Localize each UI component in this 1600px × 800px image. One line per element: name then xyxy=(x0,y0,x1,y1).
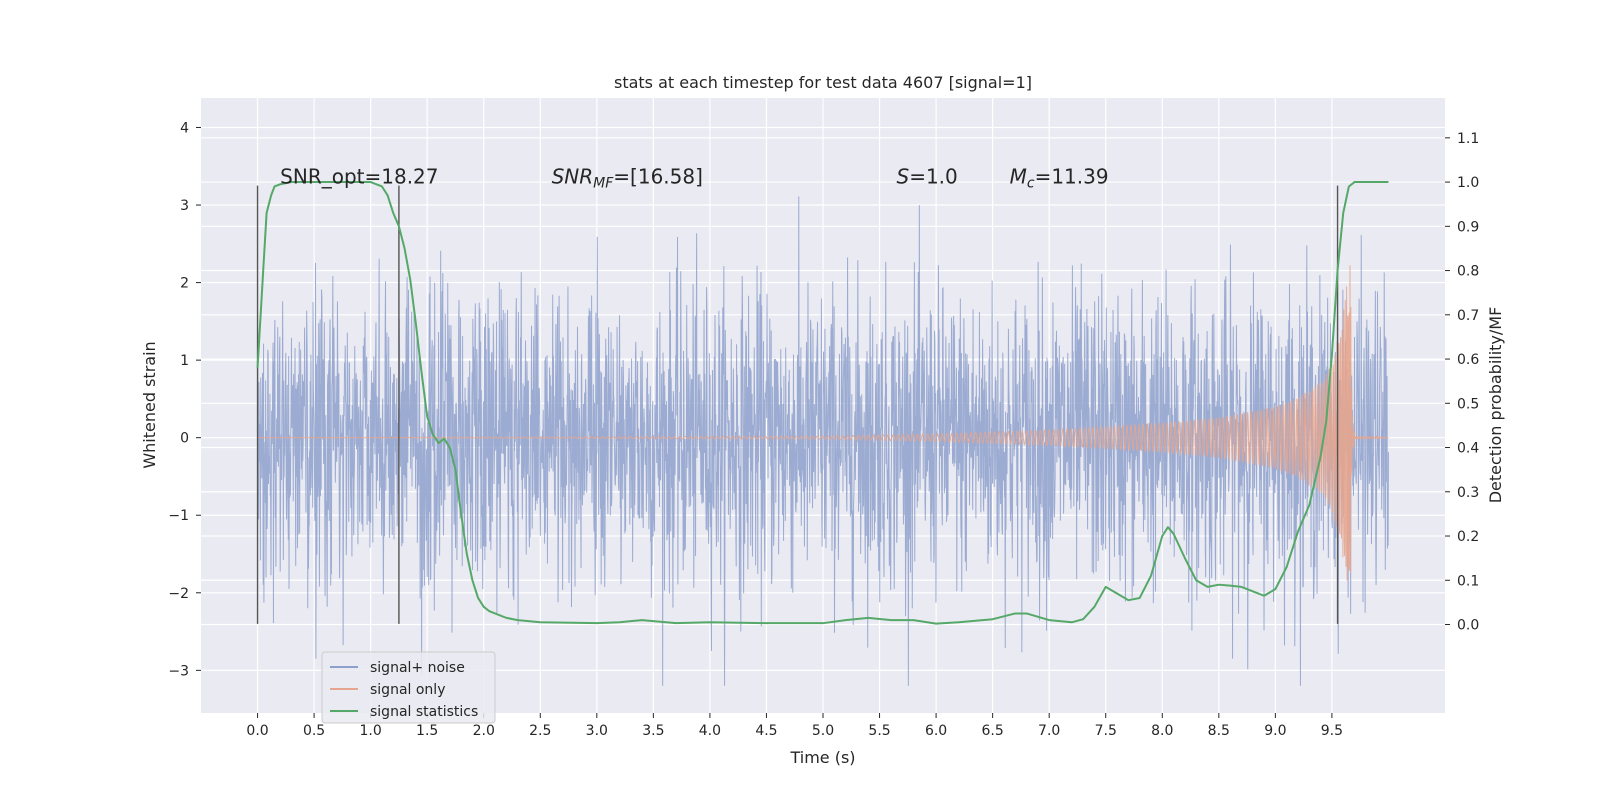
annotation-text: S=1.0 xyxy=(897,165,958,189)
series-signal-statistics xyxy=(256,181,1389,625)
x-tick-label: 0.5 xyxy=(303,723,325,739)
data-layer xyxy=(256,181,1389,686)
x-tick-label: 7.5 xyxy=(1095,723,1117,739)
y-axis-right: 0.0 0.1 0.2 0.3 0.4 0.5 0.6 0.7 0.8 0.9 1.0 1.1 xyxy=(1445,131,1479,634)
y2-tick-label: 1.0 xyxy=(1457,175,1479,191)
y-tick-label: −2 xyxy=(168,586,189,602)
annotation-text: Mc=11.39 xyxy=(1010,165,1109,192)
legend-label: signal statistics xyxy=(370,704,478,720)
y2-tick-label: 1.1 xyxy=(1457,131,1479,147)
y-tick-label: 0 xyxy=(180,431,189,447)
x-tick-label: 6.5 xyxy=(982,723,1004,739)
y-tick-label: 4 xyxy=(180,120,189,136)
y-tick-label: 1 xyxy=(180,353,189,369)
y2-tick-label: 0.0 xyxy=(1457,618,1479,634)
y-tick-label: −1 xyxy=(168,508,189,524)
y2-tick-label: 0.4 xyxy=(1457,441,1479,457)
x-tick-label: 0.0 xyxy=(246,723,268,739)
annotation-text: SNRMF=[16.58] xyxy=(552,165,703,192)
x-tick-label: 5.0 xyxy=(812,723,834,739)
x-tick-label: 1.0 xyxy=(360,723,382,739)
legend-box xyxy=(321,651,496,724)
x-tick-label: 3.0 xyxy=(586,723,608,739)
y2-tick-label: 0.5 xyxy=(1457,396,1479,412)
y2-tick-label: 0.7 xyxy=(1457,308,1479,324)
x-tick-label: 4.0 xyxy=(699,723,721,739)
y-tick-label: 2 xyxy=(180,276,189,292)
legend-label: signal+ noise xyxy=(370,660,465,676)
y-tick-label: −3 xyxy=(168,663,189,679)
annotation-text: SNR_opt=18.27 xyxy=(280,165,438,189)
y2-tick-label: 0.6 xyxy=(1457,352,1479,368)
x-axis-label: Time (s) xyxy=(789,748,855,767)
y2-tick-label: 0.9 xyxy=(1457,219,1479,235)
x-tick-label: 6.0 xyxy=(925,723,947,739)
y2-tick-label: 0.1 xyxy=(1457,573,1479,589)
y2-tick-label: 0.8 xyxy=(1457,264,1479,280)
y2-axis-label: Detection probability/MF xyxy=(1486,307,1505,504)
x-tick-label: 8.5 xyxy=(1208,723,1230,739)
x-tick-label: 4.5 xyxy=(755,723,777,739)
series-signal-only xyxy=(257,265,1389,581)
y-tick-label: 3 xyxy=(180,198,189,214)
chart-title: stats at each timestep for test data 460… xyxy=(614,73,1032,92)
x-tick-label: 7.0 xyxy=(1038,723,1060,739)
y2-tick-label: 0.3 xyxy=(1457,485,1479,501)
y-axis-left: −3 −2 −1 0 1 2 3 4 xyxy=(168,120,201,679)
series-signal-noise xyxy=(257,196,1389,686)
x-tick-label: 1.5 xyxy=(416,723,438,739)
legend: signal+ noise signal only signal statistic… xyxy=(321,651,496,724)
x-tick-label: 5.5 xyxy=(868,723,890,739)
x-tick-label: 2.5 xyxy=(529,723,551,739)
annotations: SNR_opt=18.27 SNRMF=[16.58] S=1.0 Mc=11.39 xyxy=(280,165,1108,192)
legend-label: signal only xyxy=(370,682,445,698)
y-axis-label: Whitened strain xyxy=(140,341,159,468)
x-tick-label: 2.0 xyxy=(473,723,495,739)
x-tick-label: 9.5 xyxy=(1321,723,1343,739)
y2-tick-label: 0.2 xyxy=(1457,529,1479,545)
x-tick-label: 9.0 xyxy=(1264,723,1286,739)
x-axis: 0.0 0.5 1.0 1.5 2.0 2.5 3.0 3.5 4.0 4.5 5.0 5.5 6.0 6… xyxy=(246,713,1343,739)
x-tick-label: 8.0 xyxy=(1151,723,1173,739)
x-tick-label: 3.5 xyxy=(642,723,664,739)
